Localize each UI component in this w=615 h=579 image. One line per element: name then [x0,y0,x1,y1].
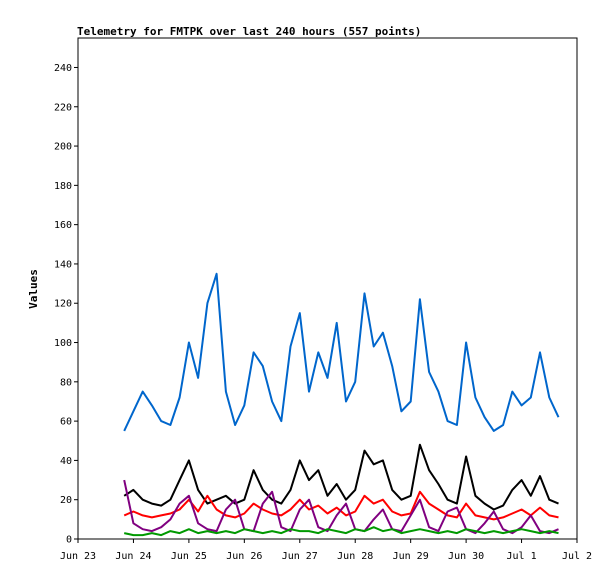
series-line-4 [123,479,559,535]
y-tick-label: 80 [60,377,72,388]
x-tick-label: Jul 2 [562,551,592,562]
y-tick-label: 60 [60,417,72,428]
series-layer [123,272,560,537]
x-tick-label: Jun 30 [448,551,484,562]
x-tick-label: Jun 27 [282,551,318,562]
x-tick-label: Jun 24 [115,551,151,562]
y-axis-label: Values [27,269,40,309]
plot-frame [77,37,578,540]
x-tick-label: Jun 23 [60,551,96,562]
y-tick-label: 220 [54,102,72,113]
series-line-2 [123,443,559,511]
y-tick-label: 200 [54,142,72,153]
y-tick-label: 140 [54,259,72,270]
x-tick-label: Jun 28 [337,551,373,562]
y-tick-label: 180 [54,181,72,192]
series-line-5 [123,526,559,537]
x-tick-label: Jun 25 [171,551,207,562]
y-axis: 0 20 40 60 80 100 120 140 160 180 200 220 240 [54,63,78,546]
x-tick-label: Jul 1 [507,551,537,562]
y-tick-label: 160 [54,220,72,231]
series-line-1 [123,272,560,432]
y-tick-label: 0 [66,535,72,546]
x-tick-label: Jun 26 [226,551,262,562]
x-axis: Jun 23 Jun 24 Jun 25 Jun 26 Jun 27 Jun 28 Jun … [60,539,592,562]
y-tick-label: 240 [54,63,72,74]
series-line-3 [123,490,559,521]
y-tick-label: 100 [54,338,72,349]
y-tick-label: 20 [60,495,72,506]
chart-title: Telemetry for FMTPK over last 240 hours … [77,25,421,38]
y-tick-label: 120 [54,299,72,310]
x-tick-label: Jun 29 [393,551,429,562]
y-tick-label: 40 [60,456,72,467]
